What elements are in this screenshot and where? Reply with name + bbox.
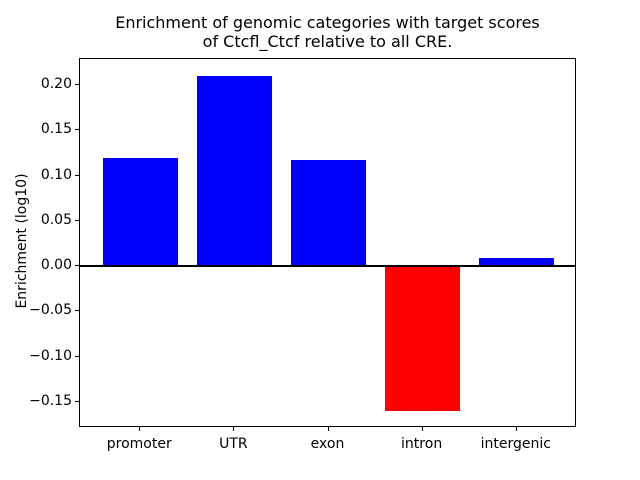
y-tick-mark <box>75 84 79 85</box>
y-axis-label: Enrichment (log10) <box>14 173 30 309</box>
x-tick-mark <box>233 427 234 431</box>
chart-title: Enrichment of genomic categories with ta… <box>115 13 540 51</box>
y-tick-label: 0.00 <box>40 257 72 274</box>
y-tick-mark <box>75 220 79 221</box>
x-tick-label-promoter: promoter <box>106 436 172 452</box>
bar-exon <box>290 160 367 267</box>
y-tick-mark <box>75 310 79 311</box>
y-tick-mark <box>75 129 79 130</box>
y-tick-label: 0.15 <box>40 121 72 138</box>
x-tick-label-intergenic: intergenic <box>480 436 551 452</box>
y-tick-mark <box>75 401 79 402</box>
x-tick-label-UTR: UTR <box>219 436 248 452</box>
bar-intergenic <box>479 258 555 267</box>
y-tick-mark <box>75 175 79 176</box>
bar-intron <box>384 266 461 412</box>
x-tick-label-exon: exon <box>310 436 345 452</box>
plot-area <box>79 58 576 427</box>
y-tick-label: 0.05 <box>40 211 72 228</box>
y-tick-label: −0.05 <box>29 302 72 319</box>
x-tick-mark <box>516 427 517 431</box>
y-tick-label: −0.15 <box>29 393 72 410</box>
zero-line <box>80 265 575 268</box>
y-tick-mark <box>75 265 79 266</box>
y-tick-label: 0.10 <box>40 166 72 183</box>
x-tick-label-intron: intron <box>401 436 443 452</box>
x-tick-mark <box>139 427 140 431</box>
y-tick-mark <box>75 356 79 357</box>
bar-UTR <box>196 75 273 267</box>
y-tick-label: −0.10 <box>29 347 72 364</box>
x-tick-mark <box>422 427 423 431</box>
x-tick-mark <box>328 427 329 431</box>
bar-promoter <box>102 158 178 267</box>
y-tick-label: 0.20 <box>40 75 72 92</box>
